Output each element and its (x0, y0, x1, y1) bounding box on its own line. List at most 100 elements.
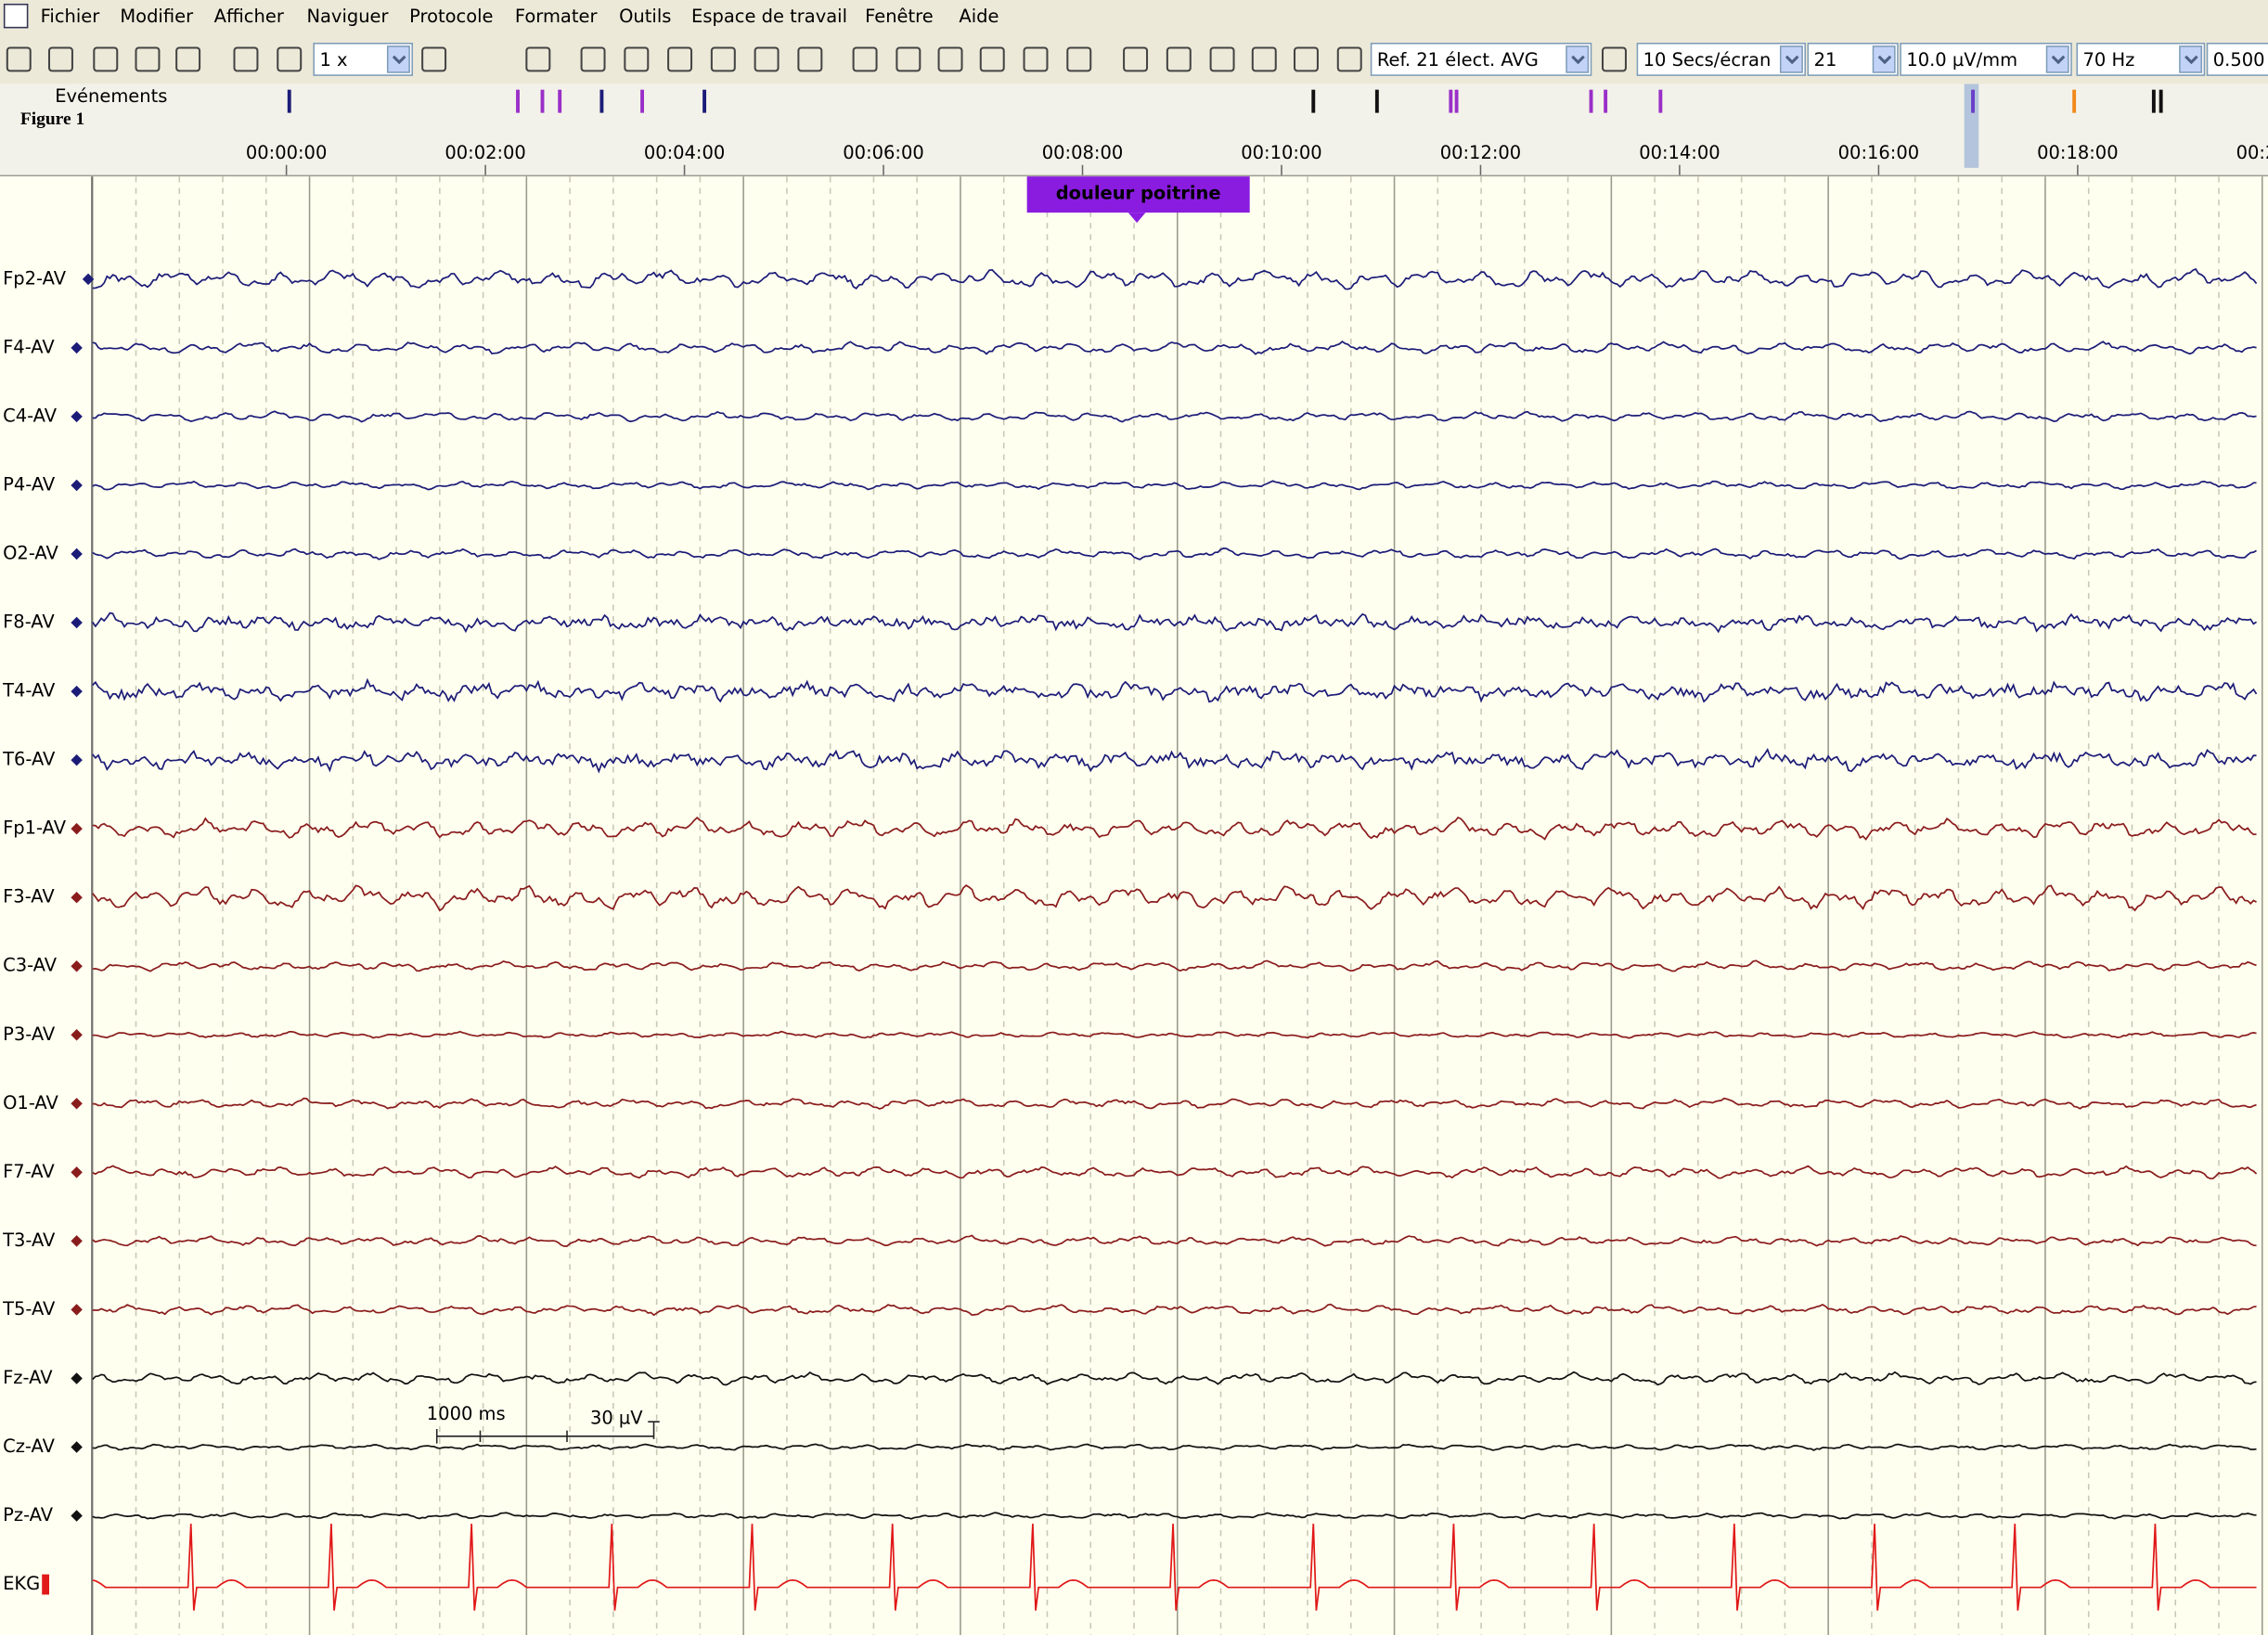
channel-marker[interactable] (71, 891, 83, 904)
toolbar-button[interactable] (797, 46, 823, 72)
signal-trace (92, 547, 2257, 560)
dropdown-arrow-glyph (1785, 55, 1799, 65)
channel-label: O1-AV (3, 1092, 58, 1114)
channel-marker[interactable] (71, 1235, 83, 1247)
toolbar-button[interactable] (754, 46, 780, 72)
toolbar-button[interactable] (937, 46, 963, 72)
dropdown[interactable] (1370, 43, 1592, 76)
annotation-pointer (1128, 212, 1146, 224)
app-icon (3, 3, 29, 29)
channel-marker[interactable] (42, 1574, 49, 1595)
toolbar-button[interactable] (624, 46, 650, 72)
signal-trace (92, 267, 2258, 290)
dropdown-arrow[interactable] (386, 45, 410, 73)
signal-trace (92, 340, 2257, 355)
toolbar-button[interactable] (525, 46, 551, 72)
channel-marker[interactable] (71, 1098, 83, 1110)
channel-marker[interactable] (71, 1441, 83, 1453)
channel-marker[interactable] (71, 822, 83, 835)
timeline-label: 00:06:00 (843, 142, 923, 163)
toolbar-button[interactable] (710, 46, 736, 72)
toolbar-button[interactable] (667, 46, 693, 72)
dropdown-value[interactable]: 10 Secs/écran (1643, 49, 1772, 71)
events-label: Evénements (55, 85, 167, 107)
timeline-label: 00:08:00 (1042, 142, 1123, 163)
channel-label: Cz-AV (3, 1435, 55, 1457)
channel-marker[interactable] (71, 685, 83, 698)
channel-marker[interactable] (71, 1510, 83, 1522)
menu-item[interactable]: Modifier (120, 6, 193, 27)
signal-trace (92, 612, 2257, 634)
toolbar-button[interactable] (135, 46, 161, 72)
toolbar-button[interactable] (1293, 46, 1319, 72)
toolbar-button[interactable] (1601, 46, 1627, 72)
dropdown-value[interactable]: 0.500 (2213, 49, 2265, 71)
dropdown-value[interactable]: 10.0 µV/mm (1906, 49, 2017, 71)
toolbar-button[interactable] (1251, 46, 1277, 72)
toolbar-button[interactable] (1166, 46, 1192, 72)
toolbar-button[interactable] (1123, 46, 1149, 72)
dropdown-arrow[interactable] (2179, 45, 2203, 73)
scale-time: 1000 ms (427, 1403, 506, 1424)
dropdown-value[interactable]: 21 (1814, 49, 1837, 71)
toolbar-button[interactable] (1066, 46, 1092, 72)
toolbar-button[interactable] (580, 46, 606, 72)
annotation-box[interactable] (1026, 176, 1250, 213)
current-position[interactable] (1964, 84, 1979, 168)
channel-marker[interactable] (71, 547, 83, 560)
channel-label: F7-AV (3, 1161, 55, 1182)
signal-trace (92, 959, 2257, 972)
menu-item[interactable]: Formater (515, 6, 598, 27)
channel-marker[interactable] (71, 616, 83, 629)
menu-item[interactable]: Outils (619, 6, 671, 27)
menu-item[interactable]: Fichier (41, 6, 100, 27)
channel-marker[interactable] (71, 753, 83, 766)
traces: Fp2-AV F4-AV C4-AV P4-AV O2-AV F8-AV T4-AV T6-A… (2, 267, 2258, 1611)
channel-label: F8-AV (3, 612, 55, 633)
toolbar-button[interactable] (852, 46, 878, 72)
channel-marker[interactable] (71, 1304, 83, 1316)
dropdown-arrow[interactable] (2045, 45, 2069, 73)
menu-item[interactable]: Fenêtre (865, 6, 934, 27)
toolbar-button[interactable] (1209, 46, 1235, 72)
menu-item[interactable]: Afficher (214, 6, 284, 27)
toolbar-button[interactable] (1023, 46, 1049, 72)
timeline-label: 00:02:00 (445, 142, 525, 163)
menu-item[interactable]: Naviguer (306, 6, 388, 27)
toolbar-button[interactable] (979, 46, 1005, 72)
channel-marker[interactable] (71, 1166, 83, 1178)
toolbar-button[interactable] (1336, 46, 1362, 72)
toolbar-button[interactable] (233, 46, 259, 72)
dropdown[interactable] (2206, 43, 2268, 76)
toolbar-button[interactable] (47, 46, 73, 72)
channel-marker[interactable] (71, 479, 83, 492)
toolbar-button[interactable] (175, 46, 201, 72)
toolbar-button[interactable] (896, 46, 921, 72)
channel-marker[interactable] (71, 1029, 83, 1041)
dropdown-arrow[interactable] (1872, 45, 1896, 73)
dropdown-arrow[interactable] (1566, 45, 1590, 73)
channel-marker[interactable] (71, 959, 83, 972)
annotation-label[interactable]: douleur poitrine (1056, 182, 1221, 203)
toolbar-button[interactable] (6, 46, 32, 72)
toolbar-button[interactable] (421, 46, 447, 72)
timeline-label: 00:16:00 (1838, 142, 1919, 163)
menu-item[interactable]: Aide (959, 6, 999, 27)
dropdown-value[interactable]: 70 Hz (2082, 49, 2134, 71)
channel-marker[interactable] (71, 410, 83, 423)
signal-trace (92, 1524, 2257, 1611)
signal-trace (92, 410, 2257, 423)
dropdown-value[interactable]: 1 x (319, 49, 347, 71)
toolbar-button[interactable] (93, 46, 119, 72)
channel-marker[interactable] (71, 1372, 83, 1384)
timeline-label: 00:14:00 (1639, 142, 1720, 163)
menu-item[interactable]: Protocole (409, 6, 493, 27)
menu-item[interactable]: Espace de travail (691, 6, 847, 27)
toolbar-button[interactable] (277, 46, 303, 72)
dropdown-value[interactable]: Ref. 21 élect. AVG (1377, 49, 1539, 71)
timeline-area (0, 84, 2268, 177)
dropdown[interactable] (1900, 43, 2072, 76)
dropdown[interactable] (1636, 43, 1807, 76)
dropdown-arrow[interactable] (1779, 45, 1803, 73)
